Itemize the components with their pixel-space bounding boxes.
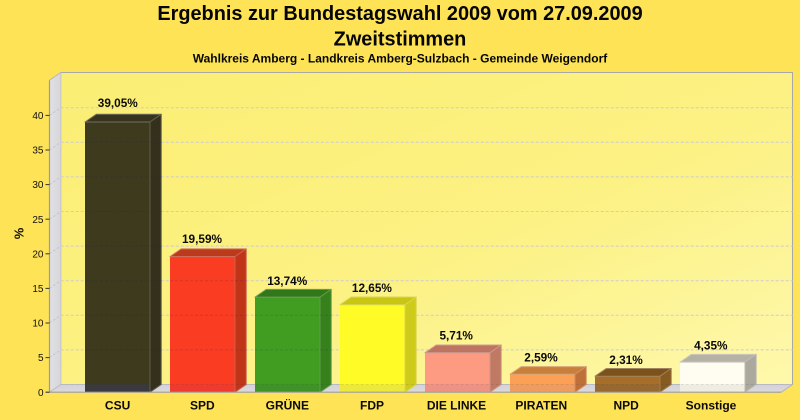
svg-text:40: 40 bbox=[32, 111, 44, 122]
svg-text:0: 0 bbox=[38, 388, 44, 399]
svg-text:30: 30 bbox=[32, 180, 44, 191]
svg-text:Sonstige: Sonstige bbox=[686, 398, 737, 412]
svg-text:NPD: NPD bbox=[614, 398, 640, 412]
svg-text:PIRATEN: PIRATEN bbox=[515, 398, 567, 412]
svg-text:5,71%: 5,71% bbox=[439, 328, 473, 342]
svg-text:10: 10 bbox=[32, 319, 44, 330]
svg-text:19,59%: 19,59% bbox=[182, 232, 223, 246]
svg-text:GRÜNE: GRÜNE bbox=[266, 397, 309, 412]
svg-text:Ergebnis zur Bundestagswahl 20: Ergebnis zur Bundestagswahl 2009 vom 27.… bbox=[157, 3, 642, 25]
svg-text:4,35%: 4,35% bbox=[694, 339, 728, 353]
svg-text:15: 15 bbox=[32, 284, 44, 295]
svg-text:2,59%: 2,59% bbox=[524, 351, 558, 365]
svg-text:%: % bbox=[12, 227, 27, 239]
svg-text:DIE LINKE: DIE LINKE bbox=[427, 398, 486, 412]
svg-text:SPD: SPD bbox=[190, 398, 215, 412]
svg-text:CSU: CSU bbox=[105, 398, 130, 412]
svg-text:5: 5 bbox=[38, 353, 44, 364]
svg-text:25: 25 bbox=[32, 215, 44, 226]
svg-text:35: 35 bbox=[32, 146, 44, 157]
svg-text:Wahlkreis Amberg - Landkreis A: Wahlkreis Amberg - Landkreis Amberg-Sulz… bbox=[193, 52, 609, 66]
svg-text:13,74%: 13,74% bbox=[267, 274, 308, 288]
svg-text:12,65%: 12,65% bbox=[352, 281, 393, 295]
svg-text:20: 20 bbox=[32, 249, 44, 260]
svg-text:FDP: FDP bbox=[360, 398, 384, 412]
svg-text:2,31%: 2,31% bbox=[609, 353, 643, 367]
svg-text:Zweitstimmen: Zweitstimmen bbox=[334, 28, 467, 50]
svg-text:39,05%: 39,05% bbox=[98, 96, 139, 110]
